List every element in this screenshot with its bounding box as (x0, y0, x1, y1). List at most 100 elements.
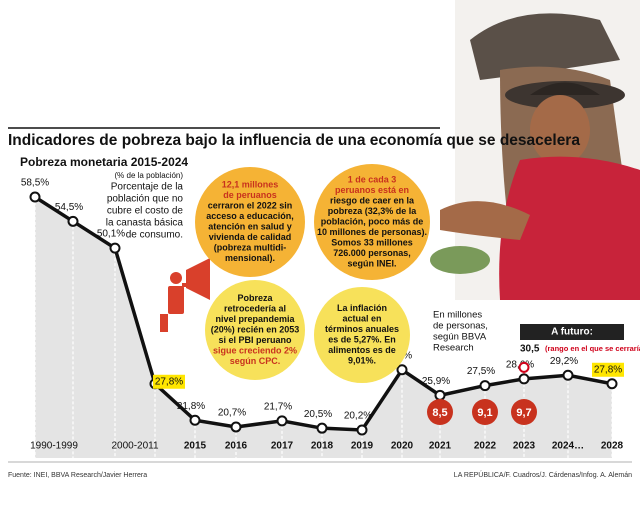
x-tick-label: 2015 (184, 441, 207, 452)
value-label: 25,9% (422, 376, 450, 387)
range-point (518, 361, 530, 373)
value-label: 20,2% (344, 411, 372, 422)
point (562, 369, 574, 381)
description: la canasta básica (106, 218, 184, 229)
label-highlight (153, 374, 185, 389)
chart-subtitle: (% de la población) (115, 171, 184, 180)
bubble-text: (20%) recién en 2053 (211, 324, 300, 334)
bubble-text: según CPC. (230, 356, 281, 366)
x-tick-label: 2024… (552, 441, 584, 452)
bubble-text: pobreza (32,3% de la (328, 206, 418, 216)
millions-label: 8,5 (432, 407, 447, 419)
bubble (314, 287, 410, 383)
bubble-text: 12,1 millones (222, 180, 279, 190)
label-highlight (592, 362, 624, 377)
bubble (195, 167, 305, 277)
value-label: 50,1% (97, 229, 125, 240)
millions-mark (427, 399, 453, 425)
millions-note: Research (433, 343, 474, 354)
value-label: 20,5% (304, 409, 332, 420)
footer-credits: LA REPÚBLICA/F. Cuadros/J. Cárdenas/Info… (454, 470, 632, 479)
point (67, 215, 79, 227)
x-tick-label: 2018 (311, 441, 334, 452)
point (396, 364, 408, 376)
bubble-text: La inflación (337, 303, 387, 313)
value-label: 21,8% (177, 401, 205, 412)
future-box (520, 324, 624, 340)
x-tick-label: 2019 (351, 441, 374, 452)
bubble-text: actual en (342, 314, 381, 324)
bubble-text: población, poco más de (321, 216, 424, 226)
millions-note: según BBVA (433, 332, 487, 343)
x-tick-label: 2021 (429, 441, 452, 452)
page-title: Indicadores de pobreza bajo la influenci… (8, 132, 580, 149)
bubble (314, 164, 430, 280)
x-tick-label: 2023 (513, 441, 536, 452)
bubble-text: Somos 33 millones (331, 237, 413, 247)
bubble-text: mensional). (225, 253, 275, 263)
description: población que no (107, 194, 184, 205)
millions-label: 9,1 (477, 407, 492, 419)
area (35, 197, 612, 458)
point (356, 424, 368, 436)
millions-note: En millones (433, 310, 482, 321)
bubble-text: retrocedería al (224, 303, 286, 313)
bubble-text: 10 millones de personas). (317, 227, 427, 237)
bubble-text: según INEI. (347, 258, 396, 268)
bubble-text: (pobreza multidi- (214, 243, 287, 253)
bubble-text: Pobreza (237, 293, 273, 303)
bubble-text: peruanos está en (335, 185, 409, 195)
range-value: 30,5 (520, 344, 540, 355)
value-label: 21,7% (264, 402, 292, 413)
bubble-text: riesgo de caer en la (330, 195, 415, 205)
photo (430, 0, 640, 301)
bubble-text: acceso a educación, (206, 211, 294, 221)
megaphone (160, 258, 210, 332)
bubble-text: es de 5,27%. En (328, 335, 396, 345)
point (316, 422, 328, 434)
bubble-text: vivienda de calidad (209, 232, 292, 242)
millions-mark (472, 399, 498, 425)
point (189, 414, 201, 426)
millions-mark (511, 399, 537, 425)
bubble (205, 280, 305, 380)
point (434, 389, 446, 401)
bubble-text: atención en salud y (208, 222, 292, 232)
bubble-text: alimentos es de (328, 345, 396, 355)
footer-source: Fuente: INEI, BBVA Research/Javier Herre… (8, 472, 147, 479)
x-tick-label: 2020 (391, 441, 414, 452)
millions-label: 9,7 (516, 407, 531, 419)
point (109, 242, 121, 254)
bubble-text: 9,01%. (348, 356, 376, 366)
point (276, 415, 288, 427)
period-label: 2000-2011 (111, 441, 159, 452)
future-label: A futuro: (551, 327, 593, 338)
bubble-text: términos anuales (325, 324, 399, 334)
value-label: 27,8% (594, 364, 622, 375)
bubble-text: 1 de cada 3 (348, 174, 397, 184)
x-tick-label: 2016 (225, 441, 248, 452)
bubble-text: si el PBI peruano (218, 335, 292, 345)
description: de consumo. (126, 230, 183, 241)
point (479, 380, 491, 392)
value-label: 58,5% (21, 178, 49, 189)
point (606, 378, 618, 390)
bubble-text: sigue creciendo 2% (213, 345, 297, 355)
point (518, 373, 530, 385)
value-label: 27,5% (467, 366, 495, 377)
millions-note: de personas, (433, 321, 488, 332)
bubble-text: cerraron el 2022 sin (208, 201, 293, 211)
bubble-text: de peruanos (223, 190, 277, 200)
value-label: 54,5% (55, 202, 83, 213)
point (230, 421, 242, 433)
x-tick-label: 2022 (474, 441, 497, 452)
point (29, 191, 41, 203)
value-label: 27,8% (155, 376, 183, 387)
range-note: (rango en el que se cerraría el año) (545, 344, 640, 353)
period-label: 1990-1999 (30, 441, 78, 452)
value-label: 29,2% (550, 356, 578, 367)
x-tick-label: 2017 (271, 441, 294, 452)
description: cubre el costo de (107, 206, 184, 217)
chart-title: Pobreza monetaria 2015-2024 (20, 155, 188, 169)
